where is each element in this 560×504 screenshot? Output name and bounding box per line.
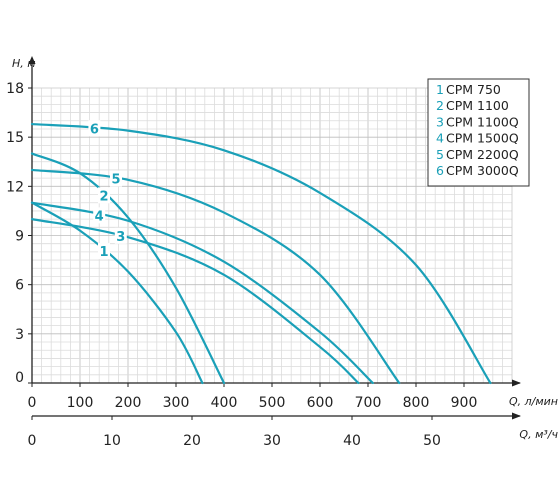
y-tick-label: 15: [6, 130, 24, 146]
legend-label-6: CPM 3000Q: [446, 163, 519, 178]
y-tick-label: 18: [6, 81, 24, 97]
series-line-6: [30, 122, 492, 385]
y-tick-label: 3: [15, 327, 24, 343]
x-tick-label: 900: [451, 395, 478, 411]
x-tick-label: 300: [163, 395, 190, 411]
legend-number-1: 1: [436, 82, 444, 97]
x-tick-label: 800: [403, 395, 430, 411]
x2-axis-arrow: [512, 412, 521, 420]
curve-label-bg: [98, 187, 110, 204]
x2-tick-label: 10: [103, 433, 121, 449]
y-axis-title: H, м: [12, 57, 36, 70]
legend-number-2: 2: [436, 98, 444, 113]
series-line-1: [30, 201, 204, 385]
curve-label-bg: [93, 207, 106, 224]
y-tick-label: 0: [15, 370, 24, 386]
legend-number-4: 4: [436, 131, 444, 146]
y-tick-label: 9: [15, 229, 24, 245]
x2-tick-label: 30: [263, 433, 281, 449]
legend-label-4: CPM 1500Q: [446, 131, 519, 146]
curve-labels: 1 2 34 5 6: [88, 120, 127, 260]
x-tick-label: 500: [259, 395, 286, 411]
legend-number-5: 5: [436, 147, 444, 162]
legend-label-2: CPM 1100: [446, 98, 509, 113]
curve-label-bg: [88, 120, 101, 137]
curve-label-1: 1: [99, 245, 108, 260]
curve-label-bg: [98, 243, 110, 260]
x-tick-label: 100: [67, 395, 94, 411]
x-axis-title: Q, л/мин: [509, 395, 558, 408]
x-tick-label: 600: [307, 395, 334, 411]
series-line-3: [30, 218, 360, 385]
x-tick-label: 400: [211, 395, 238, 411]
series-line-5: [30, 168, 401, 385]
curve-label-3: 3: [116, 230, 125, 245]
x-tick-label: 200: [115, 395, 142, 411]
x2-tick-label: 20: [183, 433, 201, 449]
y-tick-label: 6: [15, 278, 24, 294]
x2-tick-label: 40: [343, 433, 361, 449]
y-axis-arrow: [28, 56, 36, 64]
legend-label-3: CPM 1100Q: [446, 114, 519, 129]
x2-axis-title: Q, м³/ч: [519, 428, 558, 441]
legend-number-3: 3: [436, 114, 444, 129]
x-tick-label: 700: [355, 395, 382, 411]
legend-label-1: CPM 750: [446, 82, 501, 97]
x2-tick-label: 50: [423, 433, 441, 449]
y-tick-label: 12: [6, 179, 24, 195]
legend-label-5: CPM 2200Q: [446, 147, 519, 162]
curve-label-6: 6: [90, 122, 99, 137]
x2-tick-label: 0: [28, 433, 37, 449]
curve-label-bg: [114, 227, 127, 244]
curve-label-4: 4: [95, 209, 104, 224]
x-axis-arrow: [512, 379, 521, 387]
curve-label-5: 5: [111, 173, 120, 188]
curve-label-2: 2: [99, 189, 108, 204]
x-tick-label: 0: [28, 395, 37, 411]
curve-label-bg: [110, 170, 122, 187]
legend-number-6: 6: [436, 163, 444, 178]
legend-box: [427, 78, 530, 187]
